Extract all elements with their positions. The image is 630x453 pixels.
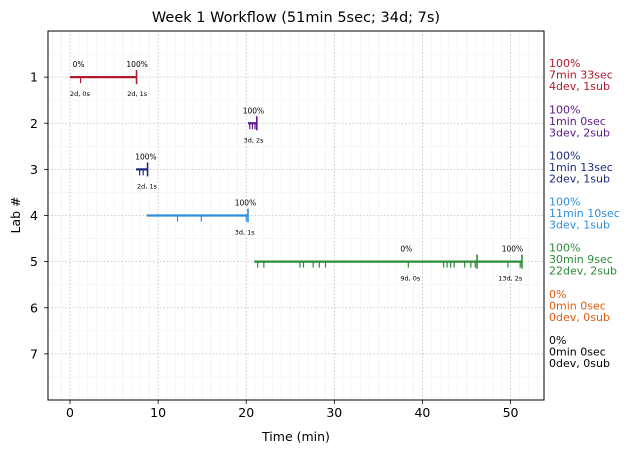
- x-tick-label: 50: [503, 405, 519, 420]
- annotation-below: 13d, 2s: [498, 275, 523, 283]
- x-axis-ticks: 0 10 20 30 40 50: [66, 400, 519, 420]
- y-tick-label: 7: [30, 346, 38, 361]
- y-tick-label: 2: [30, 116, 38, 131]
- annotation-below: 2d, 0s: [70, 90, 91, 98]
- annotation-above: 100%: [135, 152, 156, 161]
- summary-line-lab-6: 0%: [549, 288, 566, 301]
- summary-line-lab-1: 7min 33sec: [549, 69, 613, 82]
- summary-line-lab-1: 100%: [549, 57, 580, 70]
- summary-line-lab-1: 4dev, 1sub: [549, 80, 610, 93]
- x-tick-label: 40: [414, 405, 430, 420]
- summary-line-lab-4: 3dev, 1sub: [549, 219, 610, 232]
- summary-line-lab-6: 0min 0sec: [549, 299, 606, 312]
- x-tick-label: 10: [150, 405, 166, 420]
- annotation-above: 0%: [400, 245, 412, 254]
- summary-line-lab-5: 22dev, 2sub: [549, 265, 617, 278]
- major-grid: [48, 31, 544, 400]
- x-tick-label: 20: [238, 405, 254, 420]
- summary-line-lab-2: 1min 0sec: [549, 115, 606, 128]
- annotation-above: 0%: [73, 60, 85, 69]
- x-tick-label: 0: [66, 405, 74, 420]
- summary-line-lab-7: 0dev, 0sub: [549, 357, 610, 370]
- y-tick-label: 3: [30, 162, 38, 177]
- summary-line-lab-2: 3dev, 2sub: [549, 126, 610, 139]
- annotation-below: 2d, 1s: [137, 182, 158, 190]
- y-tick-label: 5: [30, 254, 38, 269]
- summary-line-lab-4: 11min 10sec: [549, 207, 620, 220]
- x-axis-label: Time (min): [261, 429, 330, 444]
- annotation-above: 100%: [235, 199, 256, 208]
- annotation-above: 100%: [243, 106, 264, 115]
- summary-line-lab-5: 100%: [549, 242, 580, 255]
- summary-line-lab-3: 2dev, 1sub: [549, 172, 610, 185]
- annotation-above: 100%: [126, 60, 147, 69]
- x-tick-label: 30: [326, 405, 342, 420]
- annotation-below: 2d, 1s: [127, 90, 148, 98]
- summary-line-lab-7: 0%: [549, 334, 566, 347]
- annotation-below: 3d, 1s: [235, 229, 256, 237]
- y-tick-label: 6: [30, 300, 38, 315]
- y-axis-ticks: 1 2 3 4 5 6 7: [30, 70, 48, 361]
- summary-line-lab-4: 100%: [549, 196, 580, 209]
- annotation-below: 9d, 0s: [400, 275, 421, 283]
- summary-line-lab-7: 0min 0sec: [549, 345, 606, 358]
- y-axis-label: Lab #: [8, 196, 23, 233]
- annotation-below: 3d, 2s: [244, 136, 265, 144]
- summary-line-lab-2: 100%: [549, 103, 580, 116]
- y-tick-label: 4: [30, 208, 38, 223]
- summary-line-lab-3: 1min 13sec: [549, 161, 613, 174]
- chart-title: Week 1 Workflow (51min 5sec; 34d; 7s): [152, 10, 440, 26]
- summary-line-lab-6: 0dev, 0sub: [549, 311, 610, 324]
- summary-line-lab-5: 30min 9sec: [549, 253, 613, 266]
- lab-timelines: 0% 100% 2d, 0s 2d, 1s 100% 3d, 2s 100% 2d, 1s 10…: [70, 60, 523, 283]
- y-tick-label: 1: [30, 70, 38, 85]
- annotation-above: 100%: [502, 245, 523, 254]
- summary-line-lab-3: 100%: [549, 149, 580, 162]
